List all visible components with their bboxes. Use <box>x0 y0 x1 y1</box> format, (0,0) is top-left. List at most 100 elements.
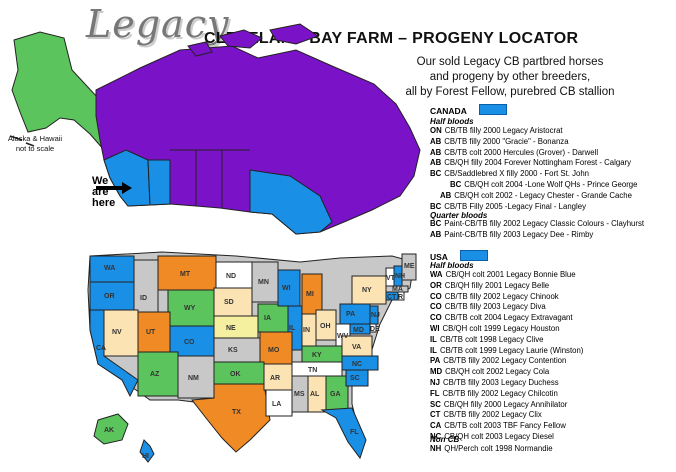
hawaii-inset <box>139 439 155 463</box>
progeny-description: CB/QH colt 2004 -Lone Wolf QHs - Prince … <box>464 180 638 189</box>
note-line: Alaska & Hawaii <box>7 134 63 143</box>
here-arrow-icon <box>96 182 132 194</box>
state-label-ms: MS <box>294 391 305 398</box>
progeny-entry: CO CB/TB colt 2004 Legacy Extravagant <box>430 313 573 323</box>
state-label-ut: UT <box>146 329 156 336</box>
state-label-id: ID <box>140 295 147 302</box>
legacy-logo: Legacy <box>86 2 230 46</box>
progeny-entry: IL CB/TB colt 1998 Legacy Clive <box>430 335 544 345</box>
progeny-description: CB/QH filly 2000 Legacy Annihilator <box>443 399 568 409</box>
state-ar <box>263 363 293 391</box>
state-label-al: AL <box>310 391 320 398</box>
state-label-ia: IA <box>264 315 271 322</box>
progeny-description: CB/QH filly 2004 Forever Nottingham Fore… <box>444 158 632 168</box>
here-line: are <box>92 186 109 198</box>
progeny-description: CB/TB filly 2000 "Gracie" - Bonanza <box>444 136 569 146</box>
subtitle-line: Our sold Legacy CB partbred horses <box>416 56 604 68</box>
location-code: IL <box>430 334 437 344</box>
state-mn <box>251 261 279 303</box>
british-columbia-region <box>103 149 151 207</box>
progeny-description: CB/QH colt 2003 Legacy Diesel <box>444 432 554 441</box>
progeny-description: CB/QH colt 2002 Legacy Cola <box>445 367 550 377</box>
state-label-ky: KY <box>312 352 322 359</box>
state-label-az: AZ <box>150 371 160 378</box>
progeny-description: CB/TB filly 2000 Legacy Aristocrat <box>444 126 563 135</box>
progeny-description: CB/QH colt 2002 - Legacy Chester - Grand… <box>454 190 632 200</box>
location-code: AB <box>440 190 452 200</box>
canada-heading-text: CANADA <box>430 106 467 116</box>
progeny-entry: WA CB/QH colt 2001 Legacy Bonnie Blue <box>430 270 576 280</box>
arctic-island <box>269 23 320 45</box>
we-are-here-label: We are here <box>92 176 115 209</box>
subtitle-line: all by Forest Fellow, purebred CB stalli… <box>405 86 615 98</box>
location-code: AB <box>430 136 442 146</box>
progeny-description: Paint-CB/TB filly 2003 Legacy Dee - Rimb… <box>444 229 594 239</box>
state-me <box>401 253 417 281</box>
location-code: MD <box>430 367 443 377</box>
arctic-island <box>219 29 263 49</box>
state-label-wi: WI <box>282 285 291 292</box>
state-label-in: IN <box>303 327 310 334</box>
state-label-oh: OH <box>320 323 331 330</box>
state-nv <box>103 309 139 357</box>
here-line: here <box>92 197 116 209</box>
progeny-entry: NC CB/QH colt 2003 Legacy Diesel <box>430 432 554 442</box>
progeny-entry: PA CB/TB filly 2002 Legacy Contention <box>430 356 566 366</box>
location-code: BC <box>430 169 442 179</box>
progeny-description: CB/Saddlebred X filly 2000 - Fort St. Jo… <box>444 169 590 179</box>
state-label-pa: PA <box>346 311 355 318</box>
state-label-ok: OK <box>230 371 241 378</box>
state-label-ga: GA <box>330 391 341 398</box>
progeny-entry: SC CB/QH filly 2000 Legacy Annihilator <box>430 400 567 410</box>
progeny-entry: ON CB/TB filly 2000 Legacy Aristocrat <box>430 126 563 136</box>
state-label-ne: NE <box>226 325 236 332</box>
progeny-entry: BC Paint-CB/TB filly 2002 Legacy Classic … <box>430 219 644 229</box>
state-label-wv: WV <box>337 333 349 340</box>
alberta-region <box>147 159 171 206</box>
state-label-sc: SC <box>350 375 360 382</box>
progeny-entry: CO CB/TB filly 2002 Legacy Chinook <box>430 292 559 302</box>
location-code: ON <box>430 126 442 135</box>
location-code: NH <box>430 444 442 453</box>
location-code: FL <box>430 388 440 398</box>
state-wy <box>167 289 215 327</box>
location-code: WA <box>430 270 443 279</box>
state-label-ks: KS <box>228 347 238 354</box>
progeny-entry: AB Paint-CB/TB filly 2003 Legacy Dee - Ri… <box>430 230 593 240</box>
location-code: AB <box>430 229 442 239</box>
progeny-description: CB/TB filly 2003 Legacy Diva <box>444 302 546 312</box>
state-label-ny: NY <box>362 287 372 294</box>
progeny-entry: BC CB/Saddlebred X filly 2000 - Fort St. … <box>430 169 589 179</box>
state-label-va: VA <box>352 344 361 351</box>
ontario-region <box>249 169 333 235</box>
state-label-me: ME <box>404 263 415 270</box>
state-label-ct: CT <box>387 294 397 301</box>
state-label-nc: NC <box>352 361 362 368</box>
location-code: AB <box>430 158 442 168</box>
progeny-entry: AB CB/TB colt 2000 Hercules (Grover) - Da… <box>430 148 598 158</box>
usa-heading-text: USA <box>430 252 448 262</box>
canada-legend-swatch <box>478 104 507 115</box>
usa-half-label: Half bloods <box>430 261 474 270</box>
location-code: BC <box>430 219 442 228</box>
state-sd <box>213 287 253 317</box>
location-code: SC <box>430 399 441 409</box>
state-fl <box>320 407 367 460</box>
location-code: CO <box>430 313 442 323</box>
usa-legend-swatch <box>459 250 488 261</box>
progeny-description: CB/TB colt 2003 TBF Fancy Fellow <box>444 421 566 431</box>
progeny-description: CB/TB colt 1998 Legacy Clive <box>439 334 544 344</box>
state-ri <box>397 291 405 301</box>
usa-noncb-label: Non CB <box>430 435 460 444</box>
state-label-ca: CA <box>96 345 106 352</box>
progeny-entry: OR CB/QH filly 2001 Legacy Belle <box>430 281 549 291</box>
location-code: CA <box>430 421 442 431</box>
location-code: WI <box>430 324 440 333</box>
progeny-description: CB/TB filly 2002 Legacy Chilcotin <box>442 388 558 398</box>
state-label-or: OR <box>104 293 115 300</box>
aleutian-islands <box>9 135 35 147</box>
state-ca <box>89 309 139 398</box>
location-code: NJ <box>430 378 440 387</box>
